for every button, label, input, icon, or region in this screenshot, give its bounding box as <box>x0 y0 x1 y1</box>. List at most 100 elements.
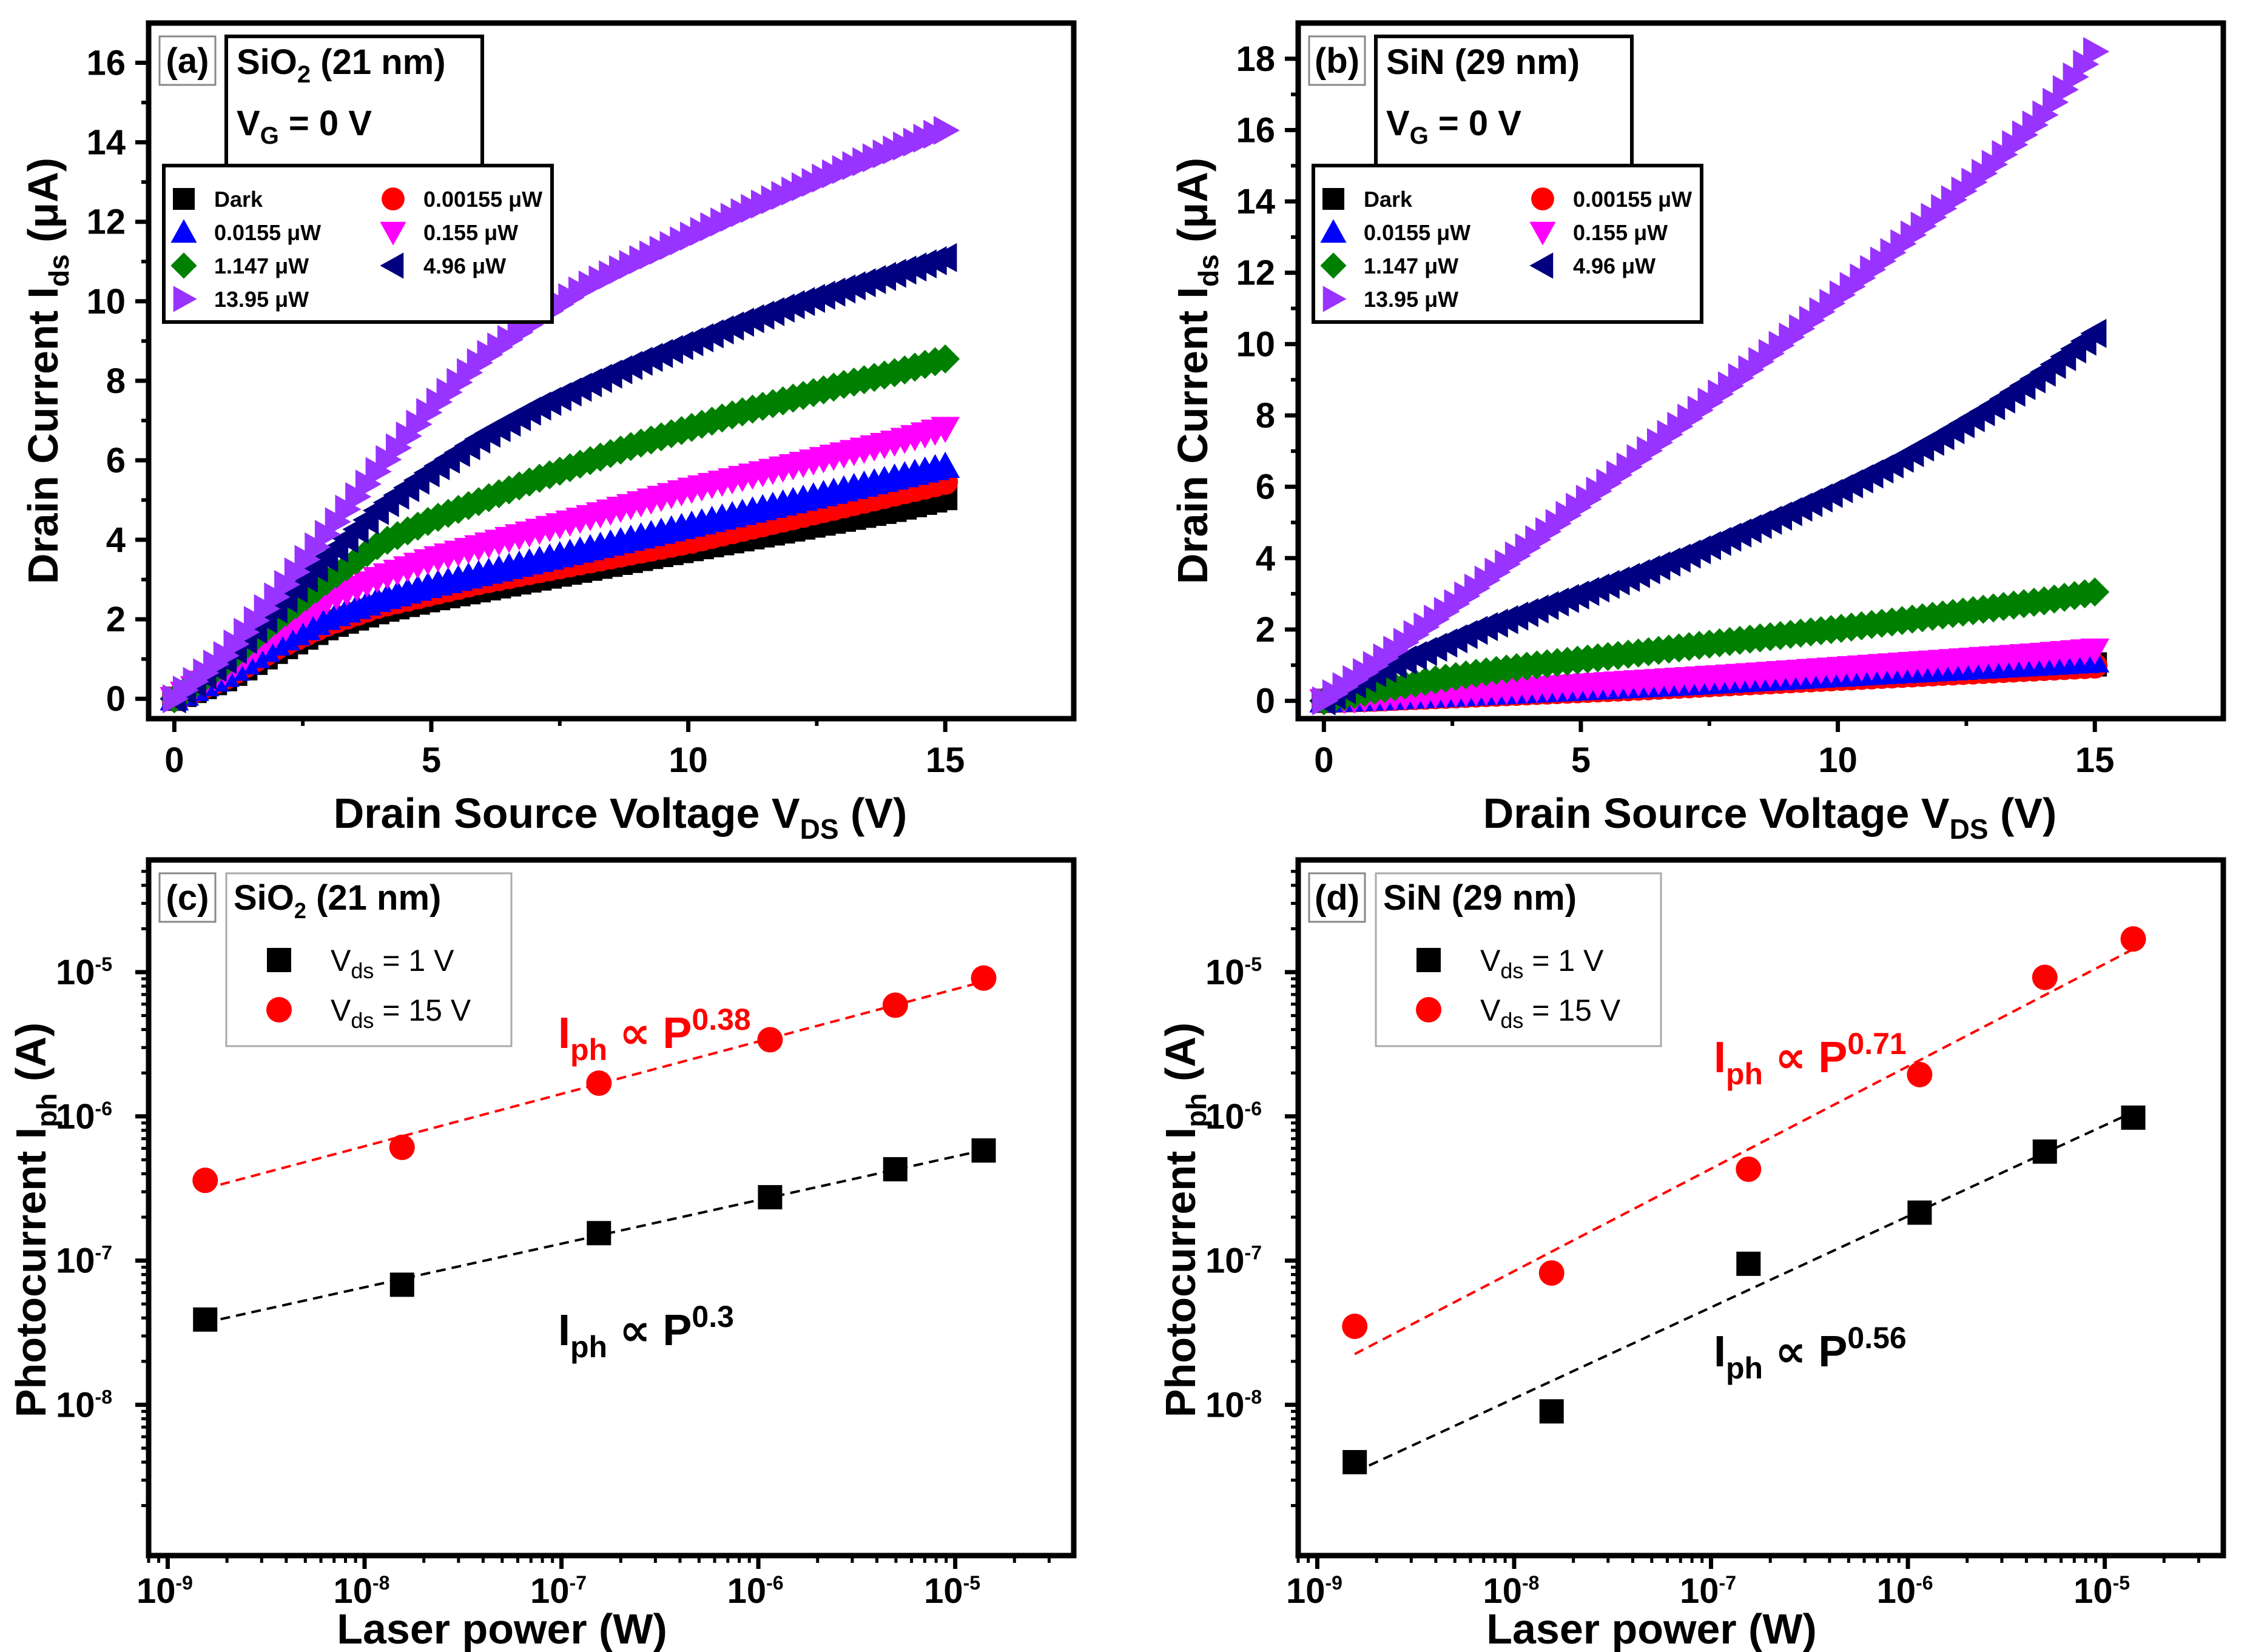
legend-label: Vds = 1 V <box>331 944 454 983</box>
plot-frame <box>146 857 1077 1559</box>
x-axis-label-main: Drain Source Voltage V <box>334 790 800 837</box>
legend-item-dark: Dark <box>1322 187 1413 212</box>
fit-annotation-vds1: Iph ∝ P0.56 <box>1714 1321 1907 1385</box>
data-point <box>1538 1260 1565 1286</box>
ann-main: I <box>558 1009 570 1058</box>
gate-voltage-text: VG = 0 V <box>1386 104 1521 149</box>
material-thickness: (29 nm) <box>1445 42 1580 82</box>
fit-annotation-vds1: Iph ∝ P0.3 <box>558 1300 734 1364</box>
y-tick-label: 10-8 <box>56 1385 112 1425</box>
legend-label: 4.96 μW <box>1573 254 1656 278</box>
ann-sub: ph <box>1726 1351 1763 1385</box>
legend-main: V <box>331 993 351 1027</box>
series-p1147 <box>1309 577 2110 716</box>
series-vds1 <box>1342 1105 2146 1474</box>
triangle-down-icon <box>380 221 406 246</box>
ann-main: I <box>1714 1033 1726 1082</box>
fit-annotation-vds15: Iph ∝ P0.71 <box>1714 1027 1907 1091</box>
tick-base: 10 <box>530 1571 570 1611</box>
tick-exp: -5 <box>2113 1572 2130 1594</box>
panel-a: 0 5 10 15 0 2 4 6 8 10 12 14 16 Drain Source Voltage … <box>19 20 1077 845</box>
data-point <box>757 1027 783 1053</box>
legend-item-p1147: 1.147 μW <box>170 252 309 279</box>
tick-base: 10 <box>2073 1571 2113 1611</box>
x-axis-label-sub: DS <box>800 813 839 845</box>
panel-label: (b) <box>1308 35 1366 86</box>
tick-base: 10 <box>727 1571 767 1611</box>
y-axis-label-unit: (μA) <box>19 158 67 254</box>
square-icon <box>1416 948 1441 972</box>
legend-item-p155: 0.155 μW <box>1529 220 1668 246</box>
panel-d: 10-9 10-8 10-7 10-6 10-510-810-710-610-5Lase… <box>1157 857 2226 1652</box>
circle-icon <box>382 187 405 210</box>
circle-icon <box>266 997 292 1022</box>
legend-label: 0.155 μW <box>423 220 518 245</box>
x-tick-label: 0 <box>1314 740 1333 780</box>
x-tick-label: 15 <box>926 740 965 780</box>
data-point <box>931 243 957 272</box>
panel-c: 10-9 10-8 10-7 10-6 10-510-810-710-610-5Lase… <box>7 857 1077 1652</box>
square-icon <box>173 188 195 210</box>
y-tick-label: 4 <box>106 520 126 560</box>
tick-exp: -6 <box>1245 1098 1262 1120</box>
x-tick-label: 10-6 <box>1877 1571 1933 1611</box>
x-tick-label: 10 <box>669 740 708 780</box>
diamond-icon <box>170 252 197 279</box>
legend-item-vds15: Vds = 15 V <box>1416 993 1621 1033</box>
x-axis-label: Laser power (W) <box>1486 1605 1817 1652</box>
data-point <box>971 1138 996 1163</box>
legend-frame <box>162 164 554 324</box>
tick-base: 10 <box>136 1571 176 1611</box>
data-point <box>2032 964 2058 990</box>
panel-label: (c) <box>158 872 217 923</box>
plot-frame <box>1295 20 2226 722</box>
legend-rest: = 15 V <box>374 993 471 1027</box>
legend-sub: ds <box>1500 1008 1523 1033</box>
diamond-icon <box>1320 252 1347 279</box>
data-point <box>971 965 997 991</box>
y-tick-label: 10-5 <box>1205 953 1262 992</box>
legend-sub: ds <box>1500 958 1523 983</box>
legend-item-p1395: 13.95 μW <box>173 286 309 312</box>
y-tick-label: 14 <box>1236 182 1275 221</box>
legend: Dark 0.00155 μW 0.0155 μW 0.155 μW 1.147 μW 4… <box>1312 164 1703 324</box>
x-tick-label: 10-8 <box>334 1571 390 1611</box>
x-tick-label: 5 <box>422 740 441 780</box>
legend-item-p496: 4.96 μW <box>1529 252 1656 279</box>
y-tick-label: 4 <box>1256 539 1275 578</box>
gate-sub: G <box>1410 123 1429 149</box>
material-name: SiO <box>234 878 294 918</box>
x-axis-label: Drain Source Voltage VDS (V) <box>1483 790 2057 845</box>
data-point <box>1539 1399 1564 1424</box>
circle-icon <box>1416 997 1441 1022</box>
triangle-up-icon <box>1320 219 1347 243</box>
material-text: SiO2 (21 nm) <box>234 878 441 923</box>
legend-rest: = 1 V <box>374 944 454 978</box>
legend-label: 13.95 μW <box>1364 287 1458 312</box>
legend-main: V <box>1480 944 1501 978</box>
data-point <box>2080 638 2110 665</box>
data-point <box>2120 926 2146 952</box>
tick-base: 10 <box>1205 1097 1245 1137</box>
y-tick-label: 10-5 <box>56 953 112 992</box>
gate-sub: G <box>260 123 279 149</box>
y-axis-label-main: Photocurrent I <box>1157 1127 1204 1417</box>
y-axis-label-unit: (μA) <box>1169 158 1216 254</box>
x-tick-label: 0 <box>164 740 184 780</box>
legend-item-vds1: Vds = 1 V <box>267 944 454 983</box>
tick-base: 10 <box>1680 1571 1719 1611</box>
data-point <box>1342 1449 1367 1474</box>
square-icon <box>267 948 291 972</box>
ann-main: I <box>1714 1328 1726 1376</box>
x-tick-label: 10 <box>1818 740 1858 780</box>
data-point <box>931 344 960 374</box>
x-tick-label: 10-6 <box>727 1571 784 1611</box>
material-name: SiN <box>1383 878 1442 918</box>
legend-label: 1.147 μW <box>1364 254 1458 278</box>
ann-exp: 0.56 <box>1847 1321 1906 1355</box>
tick-exp: -8 <box>372 1572 389 1594</box>
legend-label: 4.96 μW <box>423 254 506 278</box>
tick-exp: -7 <box>1245 1242 1262 1264</box>
